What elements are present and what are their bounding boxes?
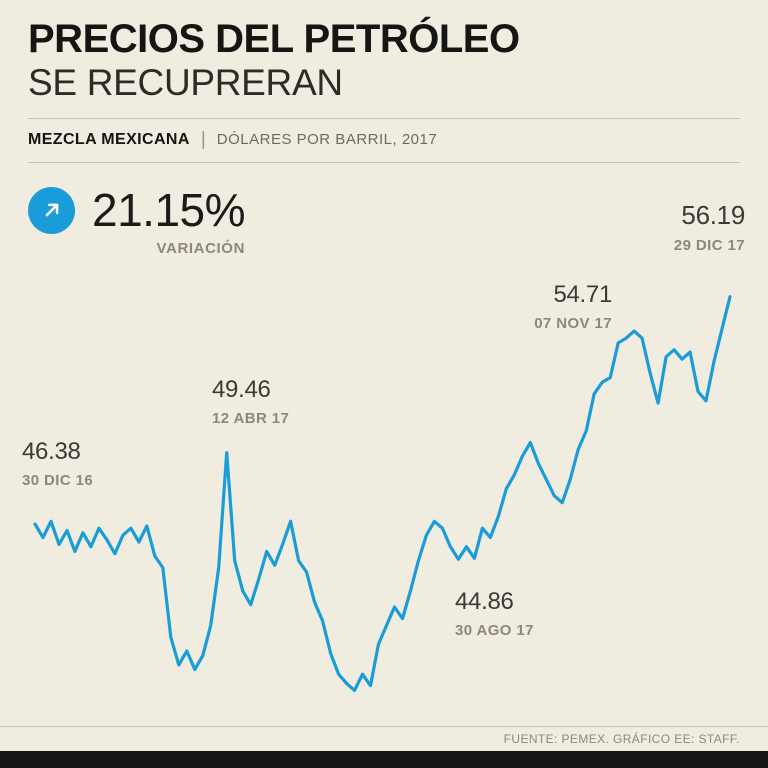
footer-divider — [0, 726, 768, 727]
annotation-start: 46.38 30 DIC 16 — [22, 438, 93, 489]
arrow-up-right-icon — [45, 203, 58, 217]
annotation-august: 44.86 30 AGO 17 — [455, 588, 534, 639]
divider-bottom — [28, 161, 740, 163]
header: PRECIOS DEL PETRÓLEO SE RECUPRERAN — [0, 0, 768, 103]
variation-stat: 21.15% VARIACIÓN — [28, 183, 740, 257]
variation-value: 21.15% — [92, 183, 246, 236]
up-arrow-bubble — [28, 186, 75, 234]
annotation-value: 46.38 — [22, 438, 81, 465]
annotation-date: 30 AGO 17 — [455, 622, 534, 639]
series-label: MEZCLA MEXICANA — [28, 130, 190, 148]
bottom-bar — [0, 751, 768, 768]
annotation-date: 29 DIC 17 — [673, 237, 745, 254]
divider-top — [28, 117, 740, 119]
annotation-value: 54.71 — [553, 281, 612, 308]
annotation-value: 49.46 — [212, 376, 271, 403]
separator-bar: | — [200, 128, 206, 150]
annotation-end: 56.19 29 DIC 17 — [674, 200, 745, 254]
variation-label: VARIACIÓN — [156, 239, 246, 257]
title-line-2: SE RECUPRERAN — [28, 62, 343, 103]
source-credit: FUENTE: PEMEX. GRÁFICO EE: STAFF. — [503, 732, 740, 746]
annotation-date: 07 NOV 17 — [534, 315, 612, 332]
units-label: DÓLARES POR BARRIL, 2017 — [216, 131, 438, 149]
annotation-date: 12 ABR 17 — [212, 410, 290, 427]
annotation-date: 30 DIC 16 — [22, 472, 94, 489]
annotation-april-peak: 49.46 12 ABR 17 — [212, 376, 289, 427]
title-line-1: PRECIOS DEL PETRÓLEO — [28, 17, 520, 61]
variation-text: 21.15% VARIACIÓN — [92, 183, 246, 257]
subheader: MEZCLA MEXICANA | DÓLARES POR BARRIL, 20… — [28, 119, 740, 162]
annotation-value: 44.86 — [455, 588, 514, 615]
annotation-value: 56.19 — [681, 200, 745, 230]
annotation-november-peak: 54.71 07 NOV 17 — [462, 281, 612, 332]
